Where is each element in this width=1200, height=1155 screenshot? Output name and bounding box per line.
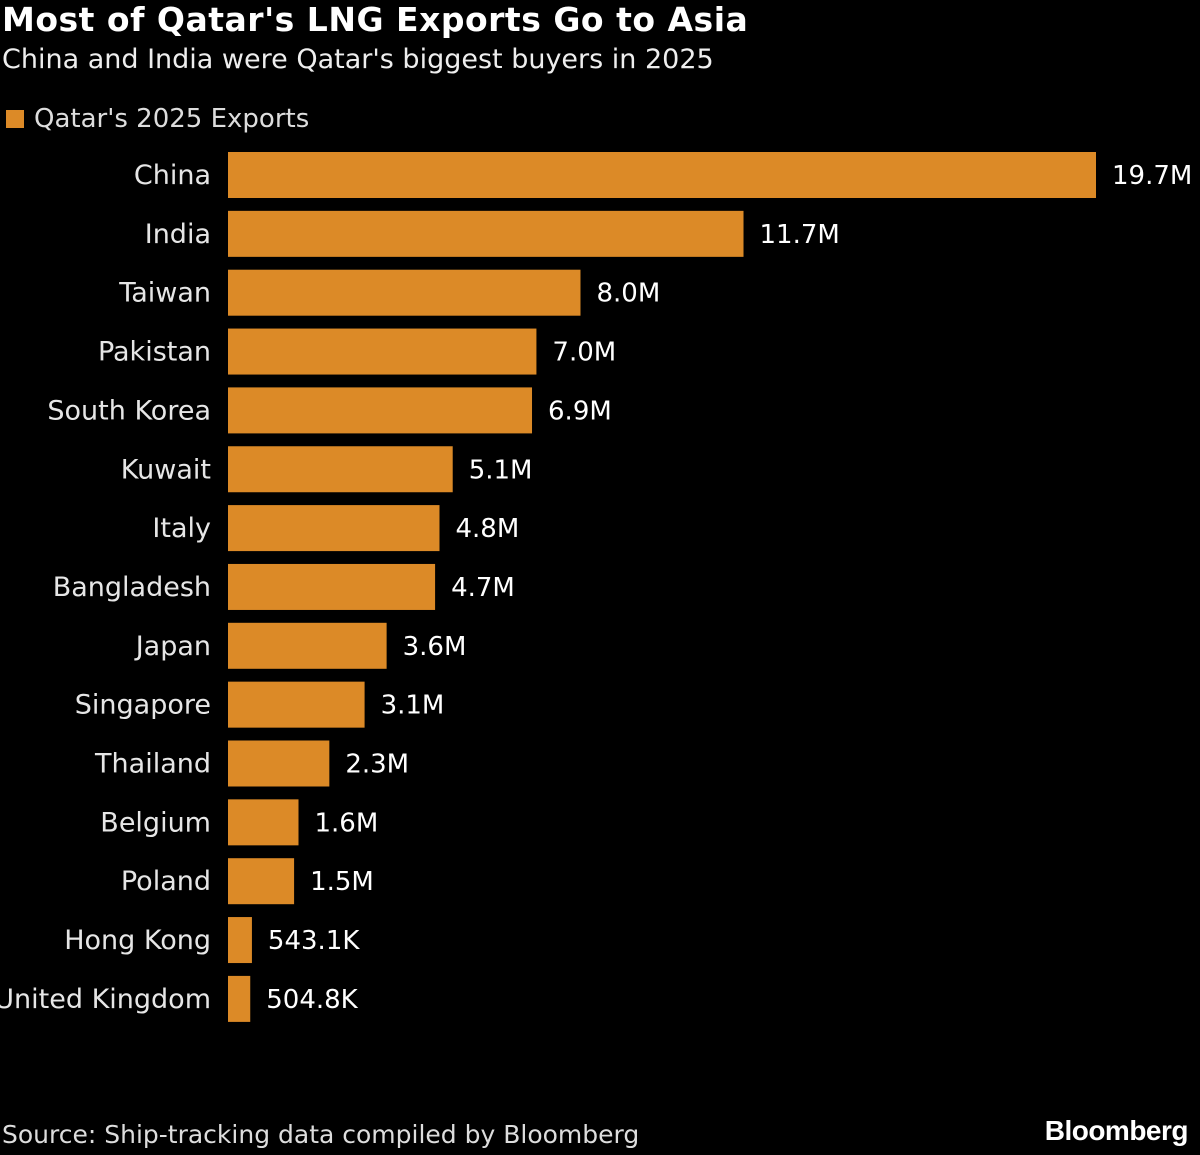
data-label: 8.0M xyxy=(596,279,660,309)
legend-swatch xyxy=(6,110,24,128)
legend: Qatar's 2025 Exports xyxy=(6,104,309,134)
data-label: 3.6M xyxy=(403,632,467,662)
category-label: India xyxy=(145,219,211,250)
data-label: 6.9M xyxy=(548,396,612,426)
category-label: Belgium xyxy=(100,807,211,838)
bar-china xyxy=(228,152,1096,198)
chart-subtitle: China and India were Qatar's biggest buy… xyxy=(2,44,714,75)
data-label: 4.8M xyxy=(455,514,519,544)
data-label: 2.3M xyxy=(345,750,409,780)
category-label: China xyxy=(134,160,211,191)
data-label: 4.7M xyxy=(451,573,515,603)
category-label: Singapore xyxy=(75,690,211,721)
data-label: 3.1M xyxy=(381,691,445,721)
source-note: Source: Ship-tracking data compiled by B… xyxy=(2,1120,640,1149)
data-label: 504.8K xyxy=(266,985,358,1015)
data-label: 543.1K xyxy=(268,926,360,956)
data-label: 11.7M xyxy=(760,220,840,250)
category-label: Italy xyxy=(152,513,211,544)
chart-title: Most of Qatar's LNG Exports Go to Asia xyxy=(2,0,749,39)
bar-india xyxy=(228,210,744,257)
category-label: Kuwait xyxy=(121,454,211,485)
bar-united-kingdom xyxy=(228,975,251,1022)
category-label: Pakistan xyxy=(98,337,211,368)
bar-singapore xyxy=(228,681,365,728)
bar-japan xyxy=(228,622,387,669)
bloomberg-logo: Bloomberg xyxy=(1044,1115,1189,1146)
bar-italy xyxy=(228,505,440,552)
legend-label: Qatar's 2025 Exports xyxy=(34,104,310,134)
data-label: 5.1M xyxy=(469,455,533,485)
category-label: Taiwan xyxy=(118,278,211,309)
bar-poland xyxy=(228,858,295,905)
category-label: Poland xyxy=(121,866,211,897)
bar-belgium xyxy=(228,799,299,846)
bar-hong-kong xyxy=(228,917,252,964)
bar-south-korea xyxy=(228,387,533,434)
category-label: Bangladesh xyxy=(53,572,211,603)
category-label: Thailand xyxy=(94,749,211,780)
category-label: South Korea xyxy=(47,395,211,426)
bar-thailand xyxy=(228,740,330,787)
data-label: 19.7M xyxy=(1112,161,1192,191)
bar-pakistan xyxy=(228,328,537,375)
data-label: 7.0M xyxy=(552,338,616,368)
data-label: 1.5M xyxy=(310,867,374,897)
bar-bangladesh xyxy=(228,563,436,610)
category-label: Hong Kong xyxy=(64,925,211,956)
bar-kuwait xyxy=(228,446,453,493)
category-label: United Kingdom xyxy=(0,984,211,1015)
bar-taiwan xyxy=(228,269,581,316)
data-label: 1.6M xyxy=(314,808,378,838)
category-label: Japan xyxy=(134,631,211,662)
